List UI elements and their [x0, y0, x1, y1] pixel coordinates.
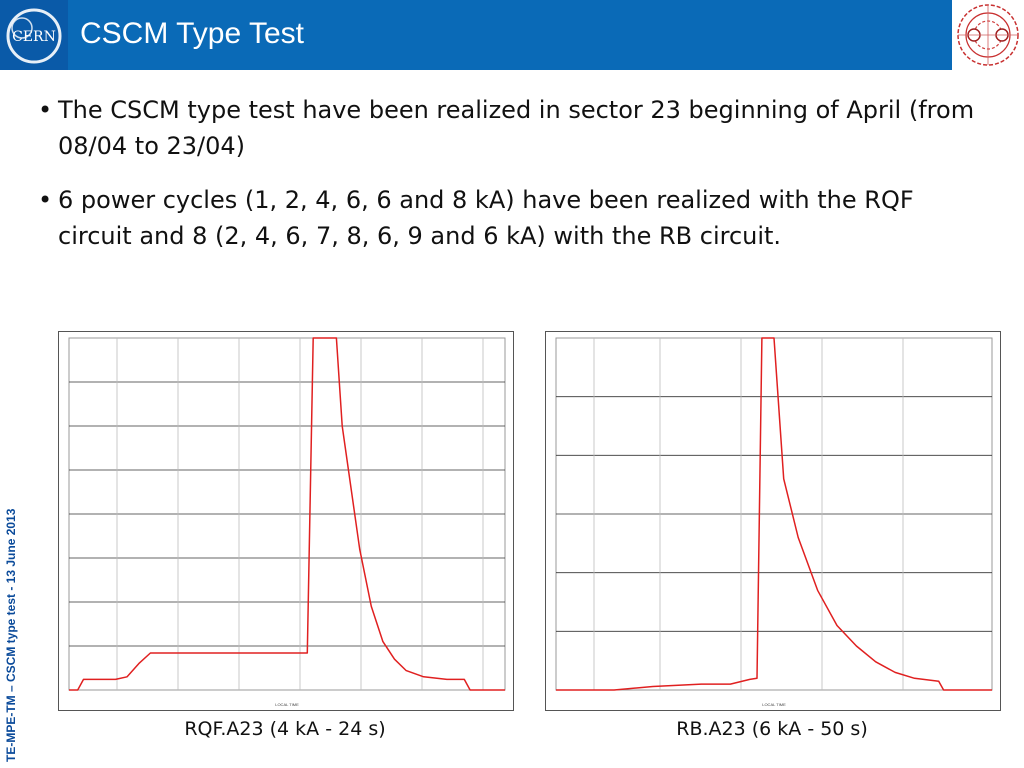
chart-rqf: LOCAL TIME	[68, 337, 506, 707]
header-bar: CERN CSCM Type Test	[0, 0, 1024, 70]
x-axis-label: LOCAL TIME	[762, 702, 786, 707]
page-title: CSCM Type Test	[80, 17, 304, 50]
chart-rb-panel: LOCAL TIME	[545, 331, 1001, 711]
chart-rb: LOCAL TIME	[555, 337, 993, 707]
bullet-item: • The CSCM type test have been realized …	[38, 92, 978, 164]
bullet-text: The CSCM type test have been realized in…	[58, 96, 975, 160]
chart-rqf-caption: RQF.A23 (4 kA - 24 s)	[184, 718, 386, 740]
bullet-dot: •	[38, 96, 53, 124]
bullet-dot: •	[38, 186, 53, 214]
cern-logo-text: CERN	[12, 29, 56, 45]
footer-side-label: TE-MPE-TM – CSCM type test - 13 June 201…	[4, 508, 18, 762]
chart-rqf-panel: LOCAL TIME	[58, 331, 514, 711]
bullet-item: • 6 power cycles (1, 2, 4, 6, 6 and 8 kA…	[38, 182, 978, 254]
bullet-list: • The CSCM type test have been realized …	[38, 92, 978, 272]
cern-logo: CERN	[0, 0, 68, 70]
series-line	[556, 337, 992, 691]
lhc-logo	[952, 0, 1024, 70]
x-axis-label: LOCAL TIME	[275, 702, 299, 707]
bullet-text: 6 power cycles (1, 2, 4, 6, 6 and 8 kA) …	[58, 186, 914, 250]
series-line	[69, 337, 505, 691]
chart-rb-caption: RB.A23 (6 kA - 50 s)	[676, 718, 868, 740]
